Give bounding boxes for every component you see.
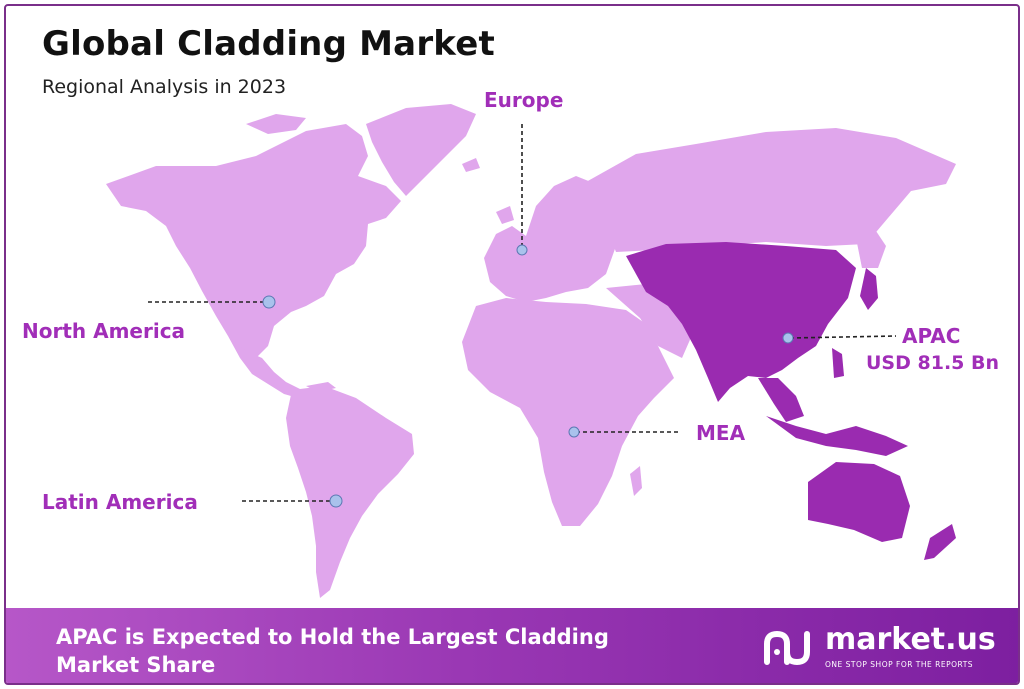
brand-tagline: ONE STOP SHOP FOR THE REPORTS [825,660,974,669]
label-north-america: North America [22,319,186,343]
footer-banner: APAC is Expected to Hold the Largest Cla… [6,608,1018,683]
apac-shape [626,242,956,560]
leader-lines [148,124,897,502]
mea-shape [462,284,696,526]
europe-marker [516,244,528,256]
label-europe: Europe [484,88,564,112]
world-map [106,104,956,598]
brand-logo: market.us ONE STOP SHOP FOR THE REPORTS [761,622,1001,672]
north-america-shape [106,104,476,398]
market-us-logo-icon [764,630,810,666]
label-mea: MEA [696,421,746,445]
region-markers [262,244,794,508]
infographic-frame: Global Cladding Market Regional Analysis… [4,4,1020,685]
south-america-shape [286,386,414,598]
label-latin-america: Latin America [42,490,198,514]
apac-marker [782,332,794,344]
brand-name: market.us [825,622,996,657]
north-america-marker [262,295,276,309]
latin-america-marker [329,494,343,508]
page-title: Global Cladding Market [42,24,495,64]
label-apac: APAC [902,324,961,348]
europe-shape [462,158,616,302]
footer-message: APAC is Expected to Hold the Largest Cla… [56,625,609,677]
north-asia-shape [586,128,956,268]
mea-marker [568,426,580,438]
label-apac-value: USD 81.5 Bn [866,352,999,374]
page-subtitle: Regional Analysis in 2023 [42,76,287,98]
